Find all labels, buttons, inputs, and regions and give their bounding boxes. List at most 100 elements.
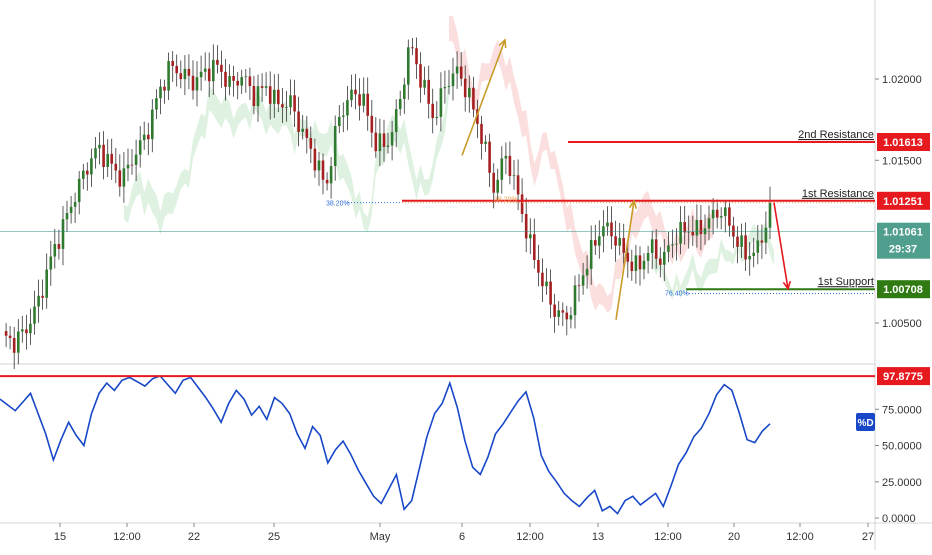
candle-body (232, 76, 235, 81)
candle-body (183, 68, 187, 80)
candle-body (134, 154, 138, 165)
arrow-up (461, 39, 506, 156)
candle-body (415, 48, 418, 65)
candle-body (756, 240, 760, 253)
candle-body (463, 78, 467, 98)
candle-body (715, 209, 719, 218)
candle-body (187, 68, 191, 76)
candle-body (728, 207, 731, 226)
candle-body (606, 222, 609, 227)
candle-body (118, 170, 122, 187)
candle-body (691, 231, 695, 236)
time-tick-label: 20 (728, 531, 740, 543)
candle-body (431, 103, 434, 118)
candle-body (248, 76, 252, 86)
candle-body (638, 255, 642, 270)
candle-body (626, 252, 630, 262)
candle-body (98, 144, 101, 149)
candle-body (4, 331, 8, 336)
oscillator-level-tag (877, 367, 930, 386)
candle-body (744, 235, 747, 260)
cloud-bullish-segment (652, 220, 775, 301)
candle-body (573, 285, 577, 316)
candle-body (610, 222, 613, 237)
candle-body (602, 226, 605, 237)
candle-body (256, 86, 260, 107)
time-tick-label: 15 (54, 531, 66, 543)
candle-body (264, 86, 268, 88)
candle-body (333, 126, 337, 166)
candle-body (512, 175, 516, 177)
candle-body (488, 141, 491, 173)
candle-body (240, 77, 243, 86)
candle-body (589, 240, 593, 269)
candle-body (29, 323, 32, 334)
candle-body (17, 331, 20, 353)
candle-body (565, 312, 569, 320)
arrow-up-head (628, 199, 638, 209)
arrow-down-head (782, 280, 792, 291)
candle-body (138, 140, 142, 155)
legend-badge (856, 413, 875, 431)
candle-body (472, 87, 475, 110)
candle-body (390, 132, 394, 146)
candle-body (630, 261, 634, 271)
candle-body (618, 238, 621, 246)
candle-body (654, 239, 658, 259)
oscillator: 97.8775 %D (0, 367, 930, 515)
candle-body (317, 160, 321, 171)
candle-body (370, 115, 374, 133)
level-price-tag (877, 191, 930, 210)
candle-body (142, 134, 146, 141)
candle-body (358, 94, 361, 106)
oscillator-tick-label: 0.0000 (882, 513, 916, 525)
price-tick-label: 1.01500 (882, 155, 922, 167)
candle-body (155, 98, 158, 110)
candle-body (581, 275, 585, 286)
candle-body (435, 116, 439, 118)
candle-body (500, 158, 504, 180)
candle-body (382, 133, 386, 147)
candle-body (191, 75, 195, 91)
legend-label: %D (857, 418, 873, 429)
candle-body (110, 153, 113, 164)
level-label: 2nd Resistance (798, 129, 874, 141)
candle-body (374, 132, 378, 152)
candle-body (252, 86, 256, 106)
candle-body (244, 76, 248, 78)
candle-body (659, 258, 662, 265)
candle-body (342, 115, 345, 117)
candle-body (732, 225, 735, 237)
candle-body (447, 86, 451, 87)
candle-body (228, 76, 231, 87)
time-tick-label: 12:00 (654, 531, 682, 543)
candle-body (516, 175, 520, 195)
candle-body (740, 235, 743, 247)
candle-body (537, 260, 540, 273)
candle-body (455, 66, 459, 74)
candle-body (459, 66, 463, 79)
candle-body (37, 295, 40, 307)
candle-body (533, 234, 536, 260)
candle-body (179, 73, 183, 80)
candle-body (25, 329, 28, 334)
time-tick-label: 25 (268, 531, 280, 543)
level-price-tag (877, 280, 930, 299)
time-tick-label: 22 (188, 531, 200, 543)
candle-body (297, 111, 300, 132)
fib-label: 38.20% (326, 201, 350, 208)
candle-body (768, 203, 772, 228)
candle-body (585, 268, 589, 276)
candle-body (423, 79, 426, 88)
candle-body (484, 141, 487, 144)
candle-body (61, 219, 65, 249)
candle-body (443, 87, 447, 89)
candle-body (683, 222, 686, 233)
candle-body (549, 281, 552, 305)
candle-body (577, 285, 581, 287)
fib-lines: 38.20% 38.20% 76.40% (326, 197, 875, 298)
oscillator-tick-label: 50.0000 (882, 441, 922, 453)
candle-body (520, 194, 524, 214)
arrow-up-head (498, 38, 507, 48)
